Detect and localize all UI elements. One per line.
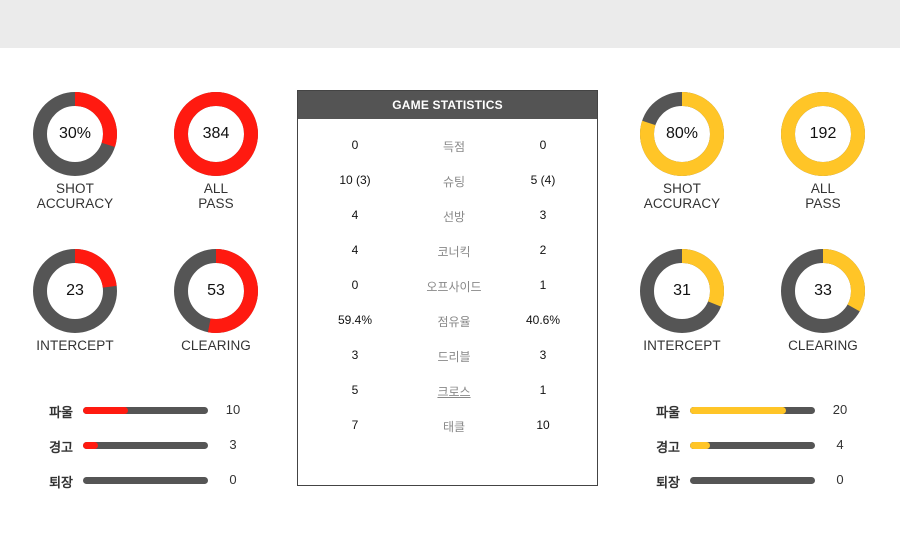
bar-fill <box>83 407 128 414</box>
away-warnings-bar: 경고 4 <box>640 435 870 455</box>
donut-value: 23 <box>66 282 84 299</box>
bar-label: 퇴장 <box>656 475 680 490</box>
bar-value: 4 <box>836 437 844 452</box>
donut-arc <box>33 92 117 176</box>
bar-track <box>83 407 208 414</box>
home-intercept-donut: 23 INTERCEPT <box>30 246 120 353</box>
stat-home-value: 7 <box>351 418 359 432</box>
donut-label: INTERCEPT <box>36 338 114 353</box>
stat-row: 4 선방 3 <box>298 206 597 226</box>
stat-label: 코너킥 <box>437 245 471 259</box>
stat-away-value: 0 <box>539 138 547 152</box>
donut-arc <box>640 249 724 333</box>
donut-value: 53 <box>207 282 225 299</box>
bar-fill <box>690 442 710 449</box>
away-clearing-donut: 33 CLEARING <box>778 246 868 353</box>
donut-label: SHOT ACCURACY <box>643 181 721 211</box>
bar-label: 퇴장 <box>49 475 73 490</box>
donut-value: 31 <box>673 282 691 299</box>
donut-arc <box>174 92 258 176</box>
stat-home-value: 5 <box>351 383 359 397</box>
stat-away-value: 1 <box>539 383 547 397</box>
bar-track <box>83 442 208 449</box>
stat-away-value: 40.6% <box>525 313 561 327</box>
bar-value: 0 <box>229 472 237 487</box>
stat-home-value: 0 <box>351 278 359 292</box>
stat-label: 태클 <box>442 420 466 434</box>
donut-arc <box>33 249 117 333</box>
donut-label: ALL PASS <box>198 181 234 211</box>
away-intercept-donut: 31 INTERCEPT <box>637 246 727 353</box>
top-bar <box>0 0 900 48</box>
stat-label: 오프사이드 <box>426 280 482 294</box>
bar-label: 경고 <box>656 440 680 455</box>
stat-label-link[interactable]: 크로스 <box>437 385 471 399</box>
home-all-pass-donut: 384 ALL PASS <box>171 89 261 211</box>
bar-label: 파울 <box>656 405 680 420</box>
stat-row: 5 크로스 1 <box>298 381 597 401</box>
stat-label: 점유율 <box>437 315 471 329</box>
stat-away-value: 5 (4) <box>530 173 556 187</box>
donut-label: CLEARING <box>181 338 251 353</box>
bar-value: 3 <box>229 437 237 452</box>
stat-home-value: 10 (3) <box>339 173 371 187</box>
bar-value: 20 <box>832 402 848 417</box>
stat-home-value: 0 <box>351 138 359 152</box>
donut-label: SHOT ACCURACY <box>36 181 114 211</box>
donut-value: 30% <box>58 125 92 142</box>
stat-row: 0 득점 0 <box>298 136 597 156</box>
home-fouls-bar: 파울 10 <box>33 400 263 420</box>
stat-row: 59.4% 점유율 40.6% <box>298 311 597 331</box>
bar-label: 경고 <box>49 440 73 455</box>
bar-track <box>690 442 815 449</box>
away-sendoffs-bar: 퇴장 0 <box>640 470 870 490</box>
donut-arc <box>640 92 724 176</box>
stat-row: 0 오프사이드 1 <box>298 276 597 296</box>
stat-home-value: 4 <box>351 208 359 222</box>
bar-value: 0 <box>836 472 844 487</box>
stat-row: 3 드리블 3 <box>298 346 597 366</box>
bar-fill <box>690 407 787 414</box>
bar-track <box>690 407 815 414</box>
donut-value: 80% <box>665 125 699 142</box>
stat-away-value: 3 <box>539 348 547 362</box>
home-shot-accuracy-donut: 30% SHOT ACCURACY <box>30 89 120 211</box>
away-fouls-bar: 파울 20 <box>640 400 870 420</box>
stat-label: 드리블 <box>437 350 471 364</box>
stat-label: 슈팅 <box>442 175 466 189</box>
stat-label: 선방 <box>442 210 466 224</box>
bar-track <box>690 477 815 484</box>
stat-away-value: 2 <box>539 243 547 257</box>
donut-arc <box>781 249 865 333</box>
stat-row: 4 코너킥 2 <box>298 241 597 261</box>
donut-label: ALL PASS <box>805 181 841 211</box>
donut-value: 192 <box>809 125 837 142</box>
away-all-pass-donut: 192 ALL PASS <box>778 89 868 211</box>
stat-row: 7 태클 10 <box>298 416 597 436</box>
home-warnings-bar: 경고 3 <box>33 435 263 455</box>
stat-home-value: 59.4% <box>337 313 373 327</box>
donut-value: 384 <box>202 125 230 142</box>
donut-value: 33 <box>814 282 832 299</box>
home-clearing-donut: 53 CLEARING <box>171 246 261 353</box>
stat-row: 10 (3) 슈팅 5 (4) <box>298 171 597 191</box>
stat-home-value: 3 <box>351 348 359 362</box>
panel-title: GAME STATISTICS <box>298 91 597 119</box>
bar-fill <box>83 442 98 449</box>
donut-arc <box>174 249 258 333</box>
stat-home-value: 4 <box>351 243 359 257</box>
donut-label: CLEARING <box>788 338 858 353</box>
bar-track <box>83 477 208 484</box>
stat-away-value: 10 <box>536 418 550 432</box>
game-statistics-panel: GAME STATISTICS 0 득점 0 10 (3) 슈팅 5 (4) 4… <box>297 90 598 486</box>
stat-away-value: 1 <box>539 278 547 292</box>
donut-label: INTERCEPT <box>643 338 721 353</box>
stat-away-value: 3 <box>539 208 547 222</box>
donut-arc <box>781 92 865 176</box>
away-shot-accuracy-donut: 80% SHOT ACCURACY <box>637 89 727 211</box>
stat-label: 득점 <box>442 140 466 154</box>
bar-value: 10 <box>225 402 241 417</box>
bar-label: 파울 <box>49 405 73 420</box>
home-sendoffs-bar: 퇴장 0 <box>33 470 263 490</box>
